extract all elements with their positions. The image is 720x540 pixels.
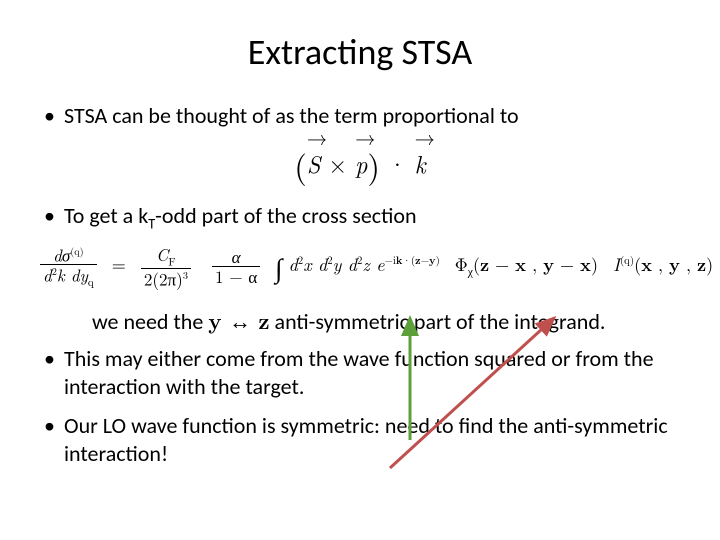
cont-post: anti-symmetric part of the integrand. — [270, 308, 606, 335]
eq2-eq: = — [112, 252, 126, 277]
cont-harr: ↔ — [222, 305, 259, 336]
cont-pre: we need the — [92, 308, 208, 335]
equation-1: (→S × →p) · →k — [40, 142, 680, 188]
eq1-lparen: ( — [294, 142, 307, 188]
eq1-S: →S — [307, 146, 321, 180]
eq1-cross: × — [328, 146, 347, 180]
bullet-1-text: STSA can be thought of as the term propo… — [64, 102, 519, 129]
cont-z: z — [258, 305, 269, 336]
cont-y: y — [208, 305, 221, 336]
slide-title: Extracting STSA — [40, 30, 680, 74]
eq2-int: ∫ — [275, 247, 282, 285]
bullet-2: To get a kT-odd part of the cross sectio… — [40, 202, 680, 233]
slide: Extracting STSA STSA can be thought of a… — [0, 0, 720, 540]
eq2-Phi: Φ — [455, 252, 468, 277]
bullet-list-2: To get a kT-odd part of the cross sectio… — [40, 202, 680, 233]
bullet-3-text: This may either come from the wave funct… — [64, 345, 654, 400]
bullet-3: This may either come from the wave funct… — [40, 345, 680, 400]
eq1-p: →p — [355, 146, 367, 180]
bullet-2-post: -odd part of the cross section — [155, 202, 416, 229]
eq2-I: I — [613, 252, 620, 277]
equation-2: dσ(q) d2k dyq = CF 2(2π)3 α 1 − α ∫ d2x … — [40, 245, 680, 289]
eq2-lhs: dσ(q) d2k dyq — [40, 245, 97, 289]
eq1-k: →k — [415, 146, 426, 180]
bullet-4-text: Our LO wave function is symmetric: need … — [64, 412, 668, 467]
bullet-2-pre: To get a k — [64, 202, 148, 229]
bullet-list-3: This may either come from the wave funct… — [40, 345, 680, 467]
eq1-dot: · — [388, 146, 407, 180]
continuation-line: we need the y ↔ z anti-symmetric part of… — [40, 307, 680, 336]
eq2-alpha: α 1 − α — [212, 247, 260, 286]
bullet-4: Our LO wave function is symmetric: need … — [40, 412, 680, 467]
eq2-CF: CF 2(2π)3 — [141, 245, 191, 288]
